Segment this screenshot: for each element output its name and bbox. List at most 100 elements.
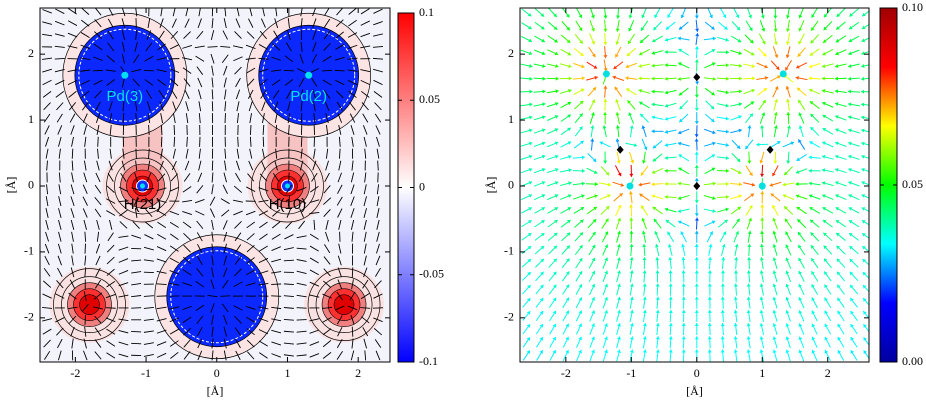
field-vector <box>224 101 227 112</box>
field-vector <box>221 303 229 313</box>
field-arrowhead <box>627 100 631 104</box>
field-arrowhead <box>822 128 827 132</box>
field-vector <box>182 221 192 229</box>
field-vector <box>223 314 228 325</box>
field-vector <box>271 56 282 61</box>
field-vector <box>373 317 383 323</box>
field-vector <box>323 42 331 51</box>
field-vector <box>169 221 179 228</box>
field-vector <box>211 314 214 325</box>
field-arrowhead <box>835 128 839 133</box>
field-vector <box>58 184 62 195</box>
field-arrowhead <box>759 243 764 248</box>
field-vector <box>169 44 180 50</box>
field-arrowhead <box>777 75 781 79</box>
field-arrowhead <box>762 52 767 57</box>
field-arrowhead <box>617 205 622 209</box>
field-arrowhead <box>725 168 729 173</box>
colorbar-tick-label: 0.05 <box>419 92 440 106</box>
field-arrowhead <box>552 310 557 315</box>
field-arrowhead <box>725 103 729 108</box>
field-vector <box>134 101 138 112</box>
field-arrowhead <box>762 40 766 45</box>
field-arrowhead <box>733 336 738 340</box>
field-arrowhead <box>578 349 582 354</box>
field-arrowhead <box>712 76 716 81</box>
x-tick-label: 2 <box>355 366 361 380</box>
field-arrowhead <box>528 38 532 43</box>
field-vector <box>182 186 192 193</box>
field-arrowhead <box>849 25 853 30</box>
field-arrowhead <box>785 283 790 288</box>
field-vector <box>233 56 243 62</box>
field-vector <box>70 219 75 230</box>
field-vector <box>309 68 320 74</box>
field-arrowhead <box>554 220 558 224</box>
field-arrowhead <box>863 337 867 341</box>
field-vector <box>363 196 367 207</box>
field-vector <box>260 89 267 99</box>
field-vector <box>106 210 116 216</box>
field-vector <box>173 124 176 135</box>
field-vector <box>158 89 165 99</box>
field-arrowhead <box>579 113 583 118</box>
field-vector <box>235 160 240 171</box>
field-arrowhead <box>694 296 699 300</box>
field-arrowhead <box>541 207 545 211</box>
field-vector <box>258 187 269 192</box>
field-vector <box>106 328 116 335</box>
field-vector <box>310 186 319 193</box>
field-vector <box>148 124 150 135</box>
field-vector <box>351 279 354 290</box>
field-arrowhead <box>725 143 729 147</box>
field-arrowhead <box>835 194 839 198</box>
field-arrowhead <box>798 112 803 117</box>
contour <box>262 28 356 122</box>
field-arrowhead <box>655 323 660 327</box>
field-arrowhead <box>848 220 853 224</box>
field-vector <box>146 172 152 183</box>
field-arrowhead <box>652 38 656 43</box>
field-arrowhead <box>655 296 660 300</box>
field-arrowhead <box>552 337 556 341</box>
field-vector <box>363 184 367 195</box>
field-vector <box>296 319 307 321</box>
field-arrowhead <box>528 51 533 56</box>
field-arrowhead <box>720 336 725 340</box>
field-vector <box>118 246 129 251</box>
field-arrowhead <box>528 207 532 211</box>
field-arrowhead <box>651 89 655 94</box>
field-vector <box>106 198 116 204</box>
field-vector <box>71 172 74 183</box>
field-arrowhead <box>541 181 546 185</box>
field-vector <box>311 173 318 182</box>
field-vector <box>296 342 307 345</box>
field-arrowhead <box>750 51 755 56</box>
field-vector <box>223 65 228 76</box>
field-vector <box>246 339 255 348</box>
field-vector <box>43 339 51 348</box>
field-vector <box>350 184 355 195</box>
field-arrowhead <box>526 337 530 341</box>
field-arrowhead <box>774 125 778 129</box>
field-arrowhead <box>863 298 867 302</box>
field-vector <box>250 124 252 135</box>
field-vector <box>236 101 240 112</box>
field-vector <box>46 184 49 195</box>
field-vector <box>211 243 214 254</box>
field-arrowhead <box>834 89 839 94</box>
field-vector <box>220 46 231 48</box>
field-arrowhead <box>629 204 634 208</box>
field-vector <box>324 172 330 183</box>
field-arrowhead <box>642 349 647 353</box>
field-vector <box>107 30 114 40</box>
field-arrowhead <box>849 13 853 17</box>
field-vector <box>131 295 142 298</box>
field-arrowhead <box>772 283 777 288</box>
field-vector <box>258 317 269 322</box>
field-arrowhead <box>725 50 729 55</box>
field-arrowhead <box>738 63 743 68</box>
field-arrowhead <box>527 246 532 250</box>
field-vector <box>272 209 281 217</box>
field-vector <box>223 18 227 29</box>
